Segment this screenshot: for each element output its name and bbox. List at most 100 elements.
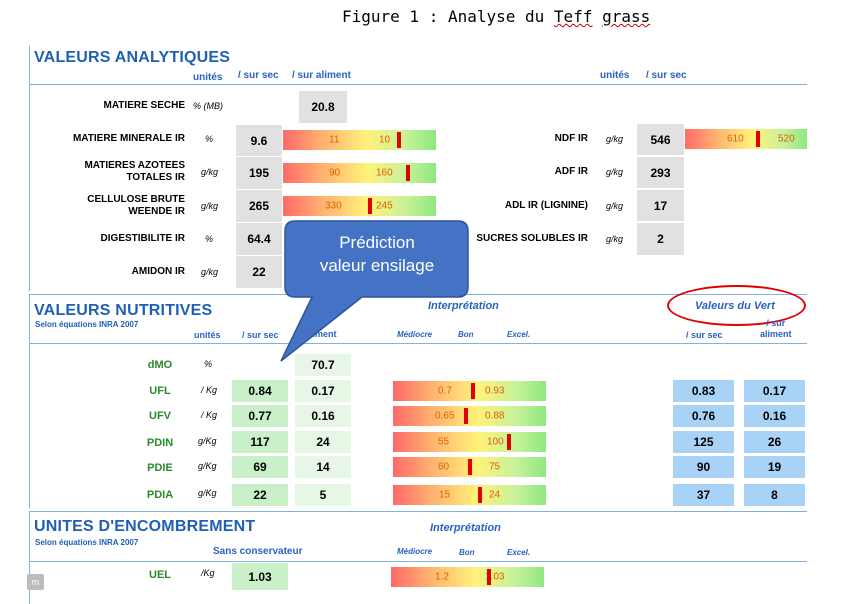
row-pdia-bar: 15 24	[393, 485, 546, 505]
nutritives-col-sec: / sur sec	[242, 330, 279, 340]
row-dmo-aliment: 70.7	[295, 354, 351, 376]
corner-tag[interactable]: m	[27, 574, 44, 590]
row-pdin-unit: g/Kg	[198, 436, 217, 446]
bar-marker	[406, 165, 411, 181]
row-amidon-sec: 22	[236, 256, 282, 288]
row-mat-azotees-bar: 90 160	[283, 163, 436, 183]
nutritives-mediocre: Médiocre	[397, 330, 433, 339]
row-pdie-bar: 60 75	[393, 457, 546, 477]
row-pdie-aliment: 14	[295, 456, 351, 478]
row-pdie-sec: 69	[232, 456, 288, 478]
callout-text: Prédiction valeur ensilage	[287, 231, 467, 277]
bar-threshold-a: 60	[438, 461, 450, 473]
row-matiere-minerale-unit: %	[205, 134, 214, 144]
row-sucres-unit: g/kg	[606, 234, 624, 244]
row-ufl-vert-aliment: 0.17	[744, 380, 805, 402]
row-digestibilite-sec: 64.4	[236, 223, 282, 255]
bar-marker	[368, 198, 373, 214]
encombrement-header-rule	[29, 561, 807, 562]
row-matiere-minerale-sec: 9.6	[236, 125, 282, 156]
row-adf-label: ADF IR	[554, 166, 588, 177]
bar-marker	[756, 131, 761, 147]
row-sucres-sec: 2	[637, 223, 684, 255]
row-ufv-name: UFV	[149, 410, 171, 422]
row-ufv-bar: 0.65 0.88	[393, 406, 546, 426]
nutritives-interpretation: Interprétation	[428, 300, 499, 312]
nutritives-bon: Bon	[458, 330, 474, 339]
encombrement-subtitle: Selon équations INRA 2007	[35, 538, 139, 547]
row-ufl-bar: 0.7 0.93	[393, 381, 546, 401]
row-matiere-seche-unit: % (MB)	[193, 101, 223, 111]
vert-col-sec: / sur sec	[686, 330, 723, 340]
encombrement-bon: Bon	[459, 548, 475, 557]
row-mat-azotees-label: MATIERES AZOTEES TOTALES IR	[84, 160, 185, 183]
caption-space	[592, 7, 602, 26]
bar-marker	[397, 132, 402, 148]
bar-marker	[478, 487, 483, 503]
figure-caption: Figure 1 : Analyse du Teff grass	[342, 7, 650, 26]
row-adl-sec: 17	[637, 190, 684, 221]
row-uel-value: 1.03	[232, 563, 288, 590]
bar-threshold-b: 245	[376, 200, 393, 212]
row-pdie-vert-aliment: 19	[744, 456, 805, 478]
row-mat-azotees-unit: g/kg	[201, 167, 219, 177]
row-ufl-vert-sec: 0.83	[673, 380, 734, 402]
nutritives-title: VALEURS NUTRITIVES	[34, 302, 213, 319]
analytiques-header-rule	[29, 84, 807, 85]
row-dmo-unit: %	[204, 359, 213, 369]
row-digestibilite-label: DIGESTIBILITE IR	[100, 233, 185, 244]
row-ndf-unit: g/kg	[606, 134, 624, 144]
row-cellulose-unit: g/kg	[201, 201, 219, 211]
section-left-rule-3	[29, 511, 30, 604]
vert-col-aliment: / sur aliment	[760, 318, 792, 339]
caption-word-teff: Teff	[553, 7, 593, 26]
row-pdia-name: PDIA	[146, 489, 174, 501]
row-cellulose-label: CELLULOSE BRUTE WEENDE IR	[87, 194, 185, 217]
encombrement-mediocre: Médiocre	[397, 547, 433, 556]
row-ufl-name: UFL	[149, 385, 171, 397]
bar-marker	[467, 459, 472, 475]
row-pdin-sec: 117	[232, 431, 288, 453]
bar-threshold-b: 100	[487, 436, 504, 448]
bar-threshold-a: 11	[329, 134, 340, 146]
row-ndf-label: NDF IR	[554, 133, 588, 144]
row-pdin-name: PDIN	[146, 437, 174, 449]
bar-threshold-b: 0.88	[485, 410, 505, 422]
bar-marker	[470, 383, 475, 399]
row-pdia-sec: 22	[232, 484, 288, 506]
row-sucres-label: SUCRES SOLUBLES IR	[476, 233, 588, 244]
bar-threshold-b: 520	[778, 133, 795, 145]
encombrement-excel: Excel.	[507, 548, 531, 557]
row-matiere-minerale-label: MATIERE MINERALE IR	[72, 133, 185, 144]
row-adl-unit: g/kg	[606, 201, 624, 211]
nutritives-col-unites: unités	[194, 330, 221, 340]
row-ufv-vert-aliment: 0.16	[744, 405, 805, 427]
row-pdie-vert-sec: 90	[673, 456, 734, 478]
row-amidon-label: AMIDON IR	[131, 266, 185, 277]
analytiques-col-aliment: / sur aliment	[292, 70, 351, 81]
row-matiere-minerale-bar: 11 10	[283, 130, 436, 150]
caption-word-grass: grass	[602, 7, 651, 26]
bar-threshold-b: 24	[489, 489, 501, 501]
row-pdia-vert-aliment: 8	[744, 484, 805, 506]
bar-threshold-a: 90	[329, 167, 341, 179]
row-dmo-name: dMO	[147, 359, 173, 371]
row-ufv-unit: / Kg	[201, 410, 218, 420]
vert-title-ellipse	[667, 285, 806, 326]
row-matiere-seche-label: MATIERE SECHE	[103, 100, 186, 111]
encombrement-col: Sans conservateur	[213, 546, 303, 557]
row-ufl-sec: 0.84	[232, 380, 288, 402]
row-ndf-bar: 610 520	[685, 129, 807, 149]
row-uel-name: UEL	[149, 569, 171, 581]
bar-threshold-a: 55	[438, 436, 450, 448]
row-ufv-sec: 0.77	[232, 405, 288, 427]
row-cellulose-sec: 265	[236, 190, 282, 222]
row-pdia-vert-sec: 37	[673, 484, 734, 506]
analytiques-col-sec: / sur sec	[238, 70, 279, 81]
callout-bubble	[280, 220, 469, 362]
analytiques-col-sec-right: / sur sec	[646, 70, 687, 81]
bar-threshold-a: 0.65	[435, 410, 455, 422]
callout-line-2: valeur ensilage	[319, 256, 435, 275]
row-digestibilite-unit: %	[205, 234, 214, 244]
row-adf-sec: 293	[637, 157, 684, 188]
